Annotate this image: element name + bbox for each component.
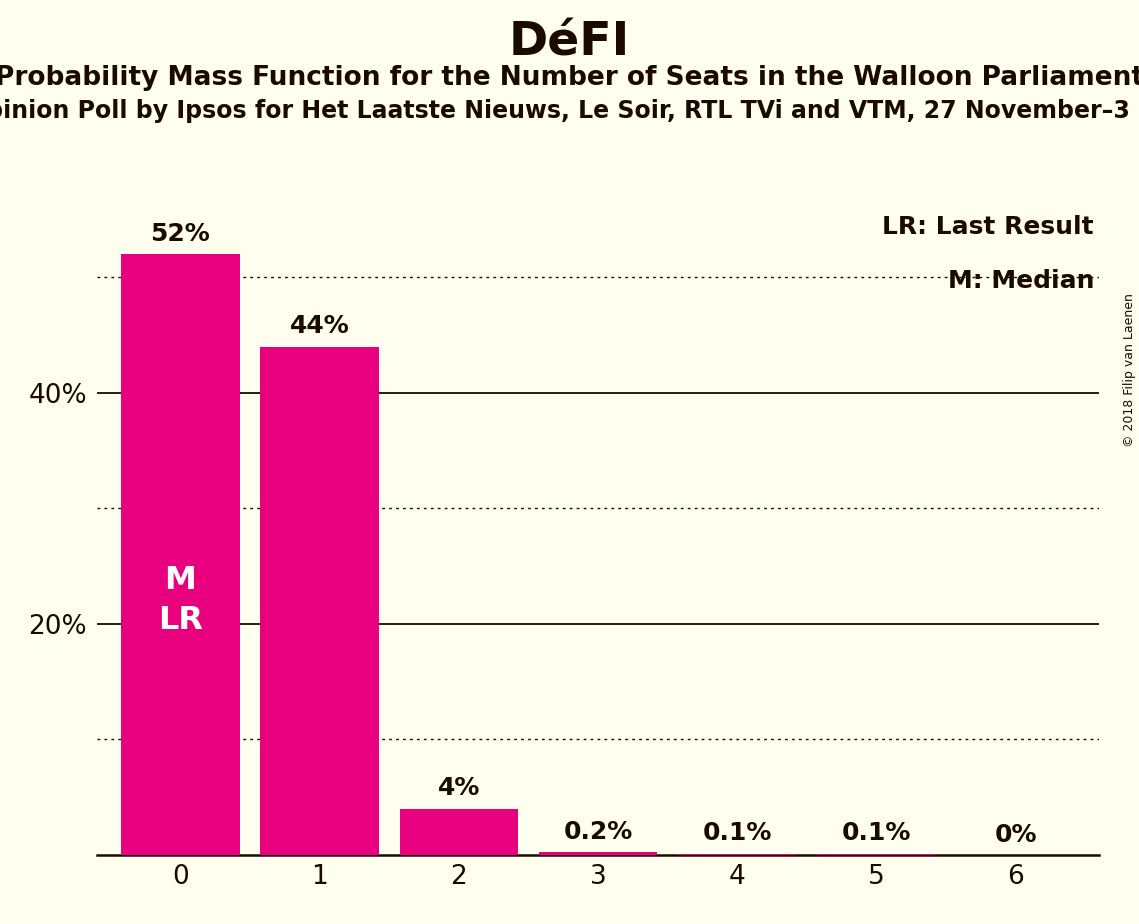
Bar bbox=[678, 854, 796, 855]
Text: 52%: 52% bbox=[150, 222, 211, 246]
Text: DéFI: DéFI bbox=[509, 20, 630, 66]
Text: 4%: 4% bbox=[437, 776, 480, 800]
Bar bbox=[539, 853, 657, 855]
Text: M: Median: M: Median bbox=[948, 269, 1095, 293]
Text: Probability Mass Function for the Number of Seats in the Walloon Parliament: Probability Mass Function for the Number… bbox=[0, 65, 1139, 91]
Bar bbox=[400, 808, 518, 855]
Text: 0%: 0% bbox=[994, 822, 1036, 846]
Text: LR: Last Result: LR: Last Result bbox=[883, 215, 1095, 239]
Text: © 2018 Filip van Laenen: © 2018 Filip van Laenen bbox=[1123, 293, 1136, 446]
Text: M
LR: M LR bbox=[158, 565, 203, 637]
Text: Opinion Poll by Ipsos for Het Laatste Nieuws, Le Soir, RTL TVi and VTM, 27 Novem: Opinion Poll by Ipsos for Het Laatste Ni… bbox=[0, 99, 1139, 123]
Bar bbox=[818, 854, 935, 855]
Text: 44%: 44% bbox=[289, 314, 350, 338]
Bar bbox=[121, 254, 239, 855]
Text: 0.1%: 0.1% bbox=[703, 821, 772, 845]
Text: 0.2%: 0.2% bbox=[564, 821, 632, 845]
Text: 0.1%: 0.1% bbox=[842, 821, 911, 845]
Bar bbox=[261, 346, 378, 855]
